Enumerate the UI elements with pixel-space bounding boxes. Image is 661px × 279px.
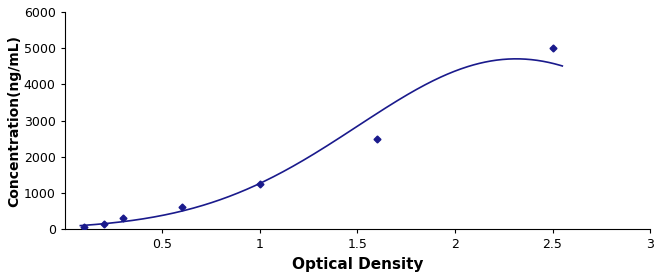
Y-axis label: Concentration(ng/mL): Concentration(ng/mL) xyxy=(7,35,21,207)
X-axis label: Optical Density: Optical Density xyxy=(292,257,423,272)
